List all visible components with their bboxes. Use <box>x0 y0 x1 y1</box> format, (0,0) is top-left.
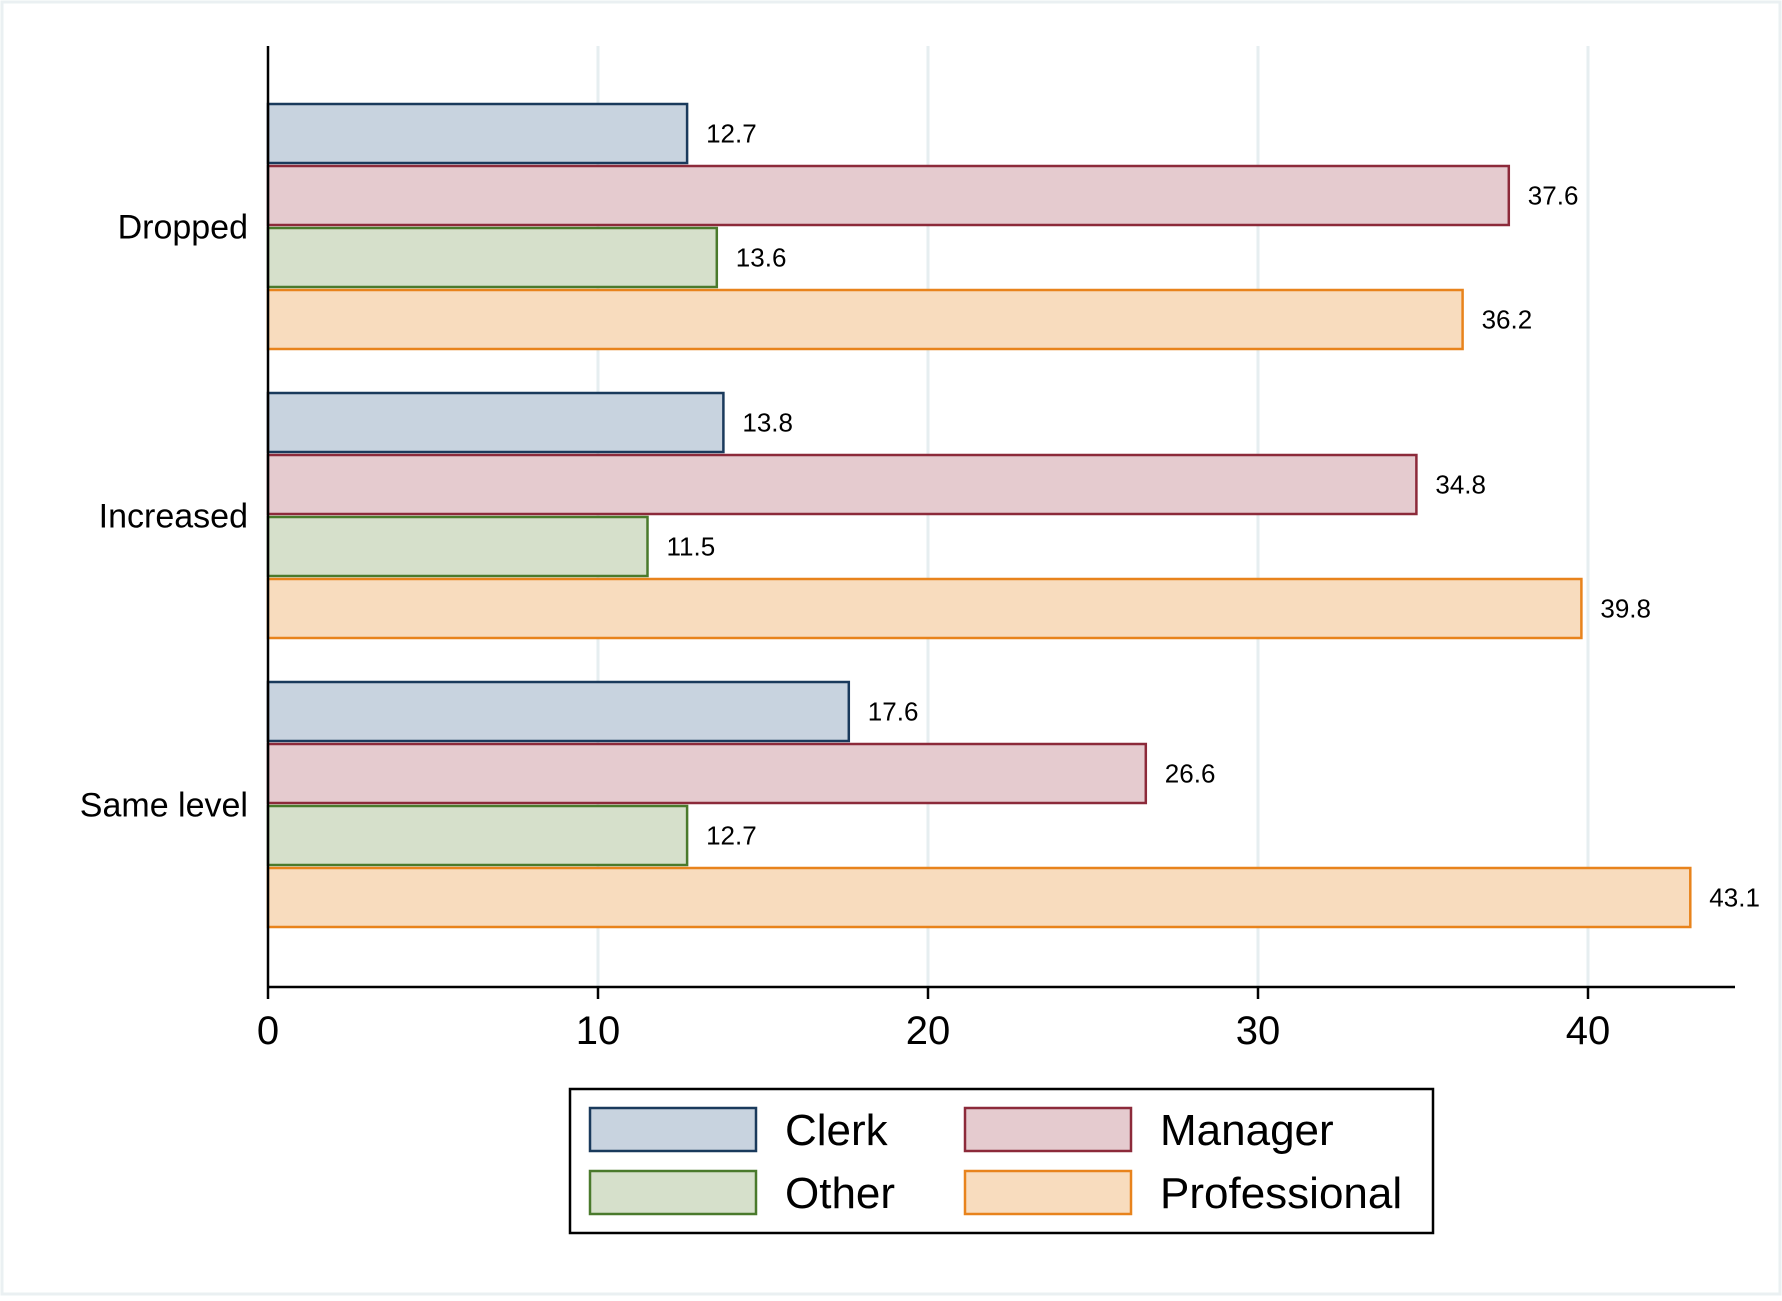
value-label-same-level-other: 12.7 <box>706 821 757 851</box>
bar-dropped-clerk <box>266 102 689 165</box>
legend-label-other: Other <box>785 1169 895 1218</box>
legend-swatch-other <box>588 1169 758 1216</box>
category-labels: Dropped Increased Same level <box>80 209 248 825</box>
legend-swatch-clerk <box>588 1106 758 1153</box>
category-label-dropped: Dropped <box>118 209 248 247</box>
bar-same-level-other <box>266 804 689 867</box>
value-label-same-level-professional: 43.1 <box>1709 883 1760 913</box>
bar-dropped-other <box>266 226 719 289</box>
bar-increased-other <box>266 515 649 578</box>
value-label-increased-manager: 34.8 <box>1435 470 1486 500</box>
x-tick-label-40: 40 <box>1566 1009 1611 1053</box>
value-label-increased-clerk: 13.8 <box>742 408 793 438</box>
value-label-same-level-clerk: 17.6 <box>868 697 919 727</box>
x-tick-label-30: 30 <box>1236 1009 1281 1053</box>
bar-increased-clerk <box>266 391 725 454</box>
legend-label-clerk: Clerk <box>785 1106 889 1155</box>
legend-label-professional: Professional <box>1160 1169 1402 1218</box>
category-label-same-level: Same level <box>80 787 248 825</box>
legend: Clerk Manager Other Professional <box>568 1087 1435 1235</box>
bar-increased-professional <box>266 577 1583 640</box>
category-label-increased: Increased <box>99 498 248 536</box>
value-labels: 12.7 37.6 13.6 36.2 13.8 34.8 11.5 39.8 17.6 26.6… <box>667 119 1760 913</box>
bars <box>266 102 1692 929</box>
bar-dropped-manager <box>266 164 1511 227</box>
x-tick-label-20: 20 <box>906 1009 951 1053</box>
value-label-same-level-manager: 26.6 <box>1165 759 1216 789</box>
bar-same-level-professional <box>266 866 1692 929</box>
x-tick-label-10: 10 <box>576 1009 621 1053</box>
bar-same-level-manager <box>266 742 1148 805</box>
value-label-dropped-other: 13.6 <box>736 243 787 273</box>
x-tick-label-0: 0 <box>257 1009 279 1053</box>
legend-swatch-manager <box>963 1106 1133 1153</box>
bar-same-level-clerk <box>266 680 851 743</box>
value-label-dropped-manager: 37.6 <box>1528 181 1579 211</box>
legend-label-manager: Manager <box>1160 1106 1334 1155</box>
value-label-increased-other: 11.5 <box>667 532 716 562</box>
value-label-dropped-clerk: 12.7 <box>706 119 757 149</box>
bar-increased-manager <box>266 453 1418 516</box>
axes: 0 10 20 30 40 <box>257 46 1735 1053</box>
legend-swatch-professional <box>963 1169 1133 1216</box>
bar-dropped-professional <box>266 288 1464 351</box>
value-label-increased-professional: 39.8 <box>1600 594 1651 624</box>
value-label-dropped-professional: 36.2 <box>1482 305 1533 335</box>
